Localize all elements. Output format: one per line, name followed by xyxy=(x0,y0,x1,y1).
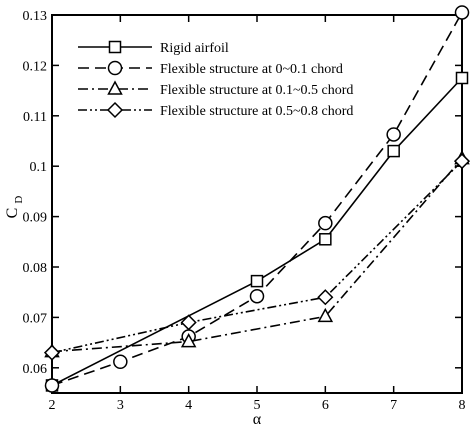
data-point-square xyxy=(455,71,469,85)
y-axis-title-sub: D xyxy=(13,196,25,204)
svg-text:C D: C D xyxy=(4,196,25,219)
legend-item: Rigid airfoil xyxy=(78,40,229,56)
x-tick-label: 3 xyxy=(117,398,124,413)
data-point-circle xyxy=(113,354,128,370)
legend-marker-triangle xyxy=(107,80,123,95)
y-tick-label: 0.1 xyxy=(30,160,48,175)
y-tick-label: 0.06 xyxy=(23,362,48,377)
data-point-square xyxy=(387,144,400,158)
y-tick-label: 0.09 xyxy=(23,211,48,226)
legend-label: Flexible structure at 0.5~0.8 chord xyxy=(160,104,353,119)
x-tick-label: 2 xyxy=(49,398,56,413)
y-axis-title: C D xyxy=(4,196,25,219)
legend-label: Rigid airfoil xyxy=(160,41,229,56)
data-point-circle xyxy=(44,378,60,393)
data-point-diamond xyxy=(453,153,471,170)
x-tick-label: 5 xyxy=(254,398,261,413)
data-point-diamond xyxy=(43,344,61,361)
x-axis-title: α xyxy=(253,411,262,428)
data-point-circle xyxy=(454,5,470,20)
legend: Rigid airfoil Flexible structure at 0~0.1… xyxy=(78,40,353,119)
legend-label: Flexible structure at 0.1~0.5 chord xyxy=(160,83,353,98)
y-tick-label: 0.08 xyxy=(23,261,48,276)
data-point-circle xyxy=(386,127,401,142)
y-tick-label: 0.07 xyxy=(23,311,48,326)
axis-ticks: 2 3 4 5 6 7 8 0.06 0.07 0.08 0.09 0.1 0.11 0.12 0.13 xyxy=(23,9,466,413)
data-point-circle xyxy=(249,288,265,304)
series-line xyxy=(51,160,463,354)
series-3 xyxy=(44,150,470,358)
y-tick-label: 0.12 xyxy=(23,59,48,74)
legend-item: Flexible structure at 0~0.1 chord xyxy=(78,60,343,77)
legend-marker-circle xyxy=(107,60,123,76)
data-point-triangle xyxy=(317,307,334,323)
data-point-diamond xyxy=(317,289,334,306)
x-tick-label: 4 xyxy=(185,398,192,413)
data-point-square xyxy=(250,274,264,288)
x-tick-label: 8 xyxy=(459,398,466,413)
y-axis-title-main: C xyxy=(4,208,21,219)
legend-marker-diamond xyxy=(106,101,124,119)
series-layer xyxy=(43,5,471,393)
data-point-triangle xyxy=(180,333,197,348)
y-tick-label: 0.13 xyxy=(23,9,48,24)
x-tick-label: 6 xyxy=(322,398,329,413)
series-line xyxy=(51,158,463,353)
data-point-diamond xyxy=(180,314,197,331)
data-point-circle xyxy=(318,215,333,231)
data-point-square xyxy=(319,233,332,246)
series-1 xyxy=(45,71,469,392)
legend-item: Flexible structure at 0.5~0.8 chord xyxy=(78,101,353,119)
legend-label: Flexible structure at 0~0.1 chord xyxy=(160,62,343,77)
x-tick-label: 7 xyxy=(390,398,397,413)
legend-marker-square xyxy=(108,40,122,54)
series-4 xyxy=(43,153,471,361)
y-tick-label: 0.11 xyxy=(23,110,47,125)
legend-item: Flexible structure at 0.1~0.5 chord xyxy=(78,80,353,98)
